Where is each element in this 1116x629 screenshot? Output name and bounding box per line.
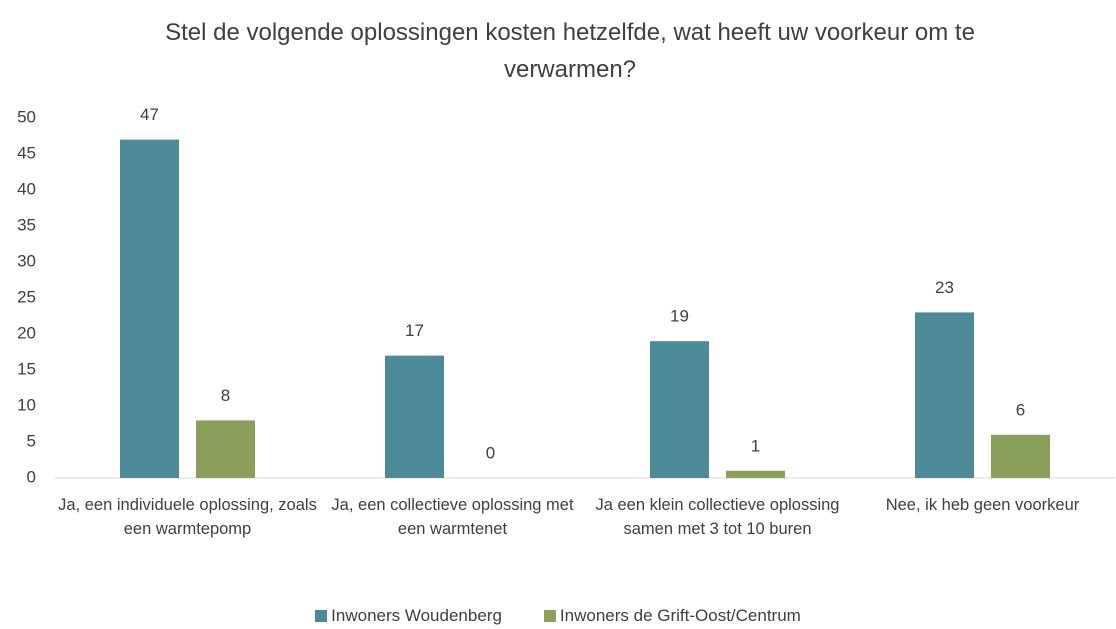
bar <box>915 312 974 478</box>
legend-item: Inwoners Woudenberg <box>315 606 502 626</box>
y-tick-label: 45 <box>17 143 36 162</box>
x-tick-label: Nee, ik heb geen voorkeur <box>885 496 1080 514</box>
y-tick-label: 25 <box>17 287 36 306</box>
y-tick-label: 35 <box>17 215 36 234</box>
data-label: 47 <box>140 105 159 124</box>
legend: Inwoners Woudenberg Inwoners de Grift-Oos… <box>0 606 1116 626</box>
bar <box>991 434 1050 478</box>
y-tick-label: 40 <box>17 179 36 198</box>
y-tick-label: 5 <box>27 431 36 450</box>
y-tick-label: 30 <box>17 251 36 270</box>
bar <box>650 341 709 478</box>
x-tick-label: Ja, een collectieve oplossing met een wa… <box>331 496 574 538</box>
bar <box>120 139 179 478</box>
x-tick-label: Ja een klein collectieve oplossing samen… <box>595 496 840 538</box>
chart-title: Stel de volgende oplossingen kosten hetz… <box>165 19 975 83</box>
data-label: 17 <box>405 321 424 340</box>
y-tick-label: 10 <box>17 395 36 414</box>
x-tick-label: Ja, een individuele oplossing, zoals een… <box>58 496 317 538</box>
data-label: 0 <box>486 443 495 462</box>
legend-item: Inwoners de Grift-Oost/Centrum <box>543 606 801 626</box>
y-tick-label: 20 <box>17 323 36 342</box>
legend-label: Inwoners de Grift-Oost/Centrum <box>559 606 801 625</box>
data-label: 8 <box>221 386 230 405</box>
legend-swatch <box>543 610 556 622</box>
data-label: 1 <box>751 436 760 455</box>
legend-swatch <box>315 610 328 622</box>
y-tick-label: 15 <box>17 359 36 378</box>
bar <box>196 420 255 478</box>
data-label: 6 <box>1016 400 1025 419</box>
legend-label: Inwoners Woudenberg <box>331 606 502 625</box>
y-tick-label: 50 <box>17 107 36 126</box>
data-label: 23 <box>935 278 954 297</box>
y-tick-label: 0 <box>27 467 36 486</box>
bar <box>385 355 444 478</box>
data-label: 19 <box>670 307 689 326</box>
bar <box>726 470 785 478</box>
